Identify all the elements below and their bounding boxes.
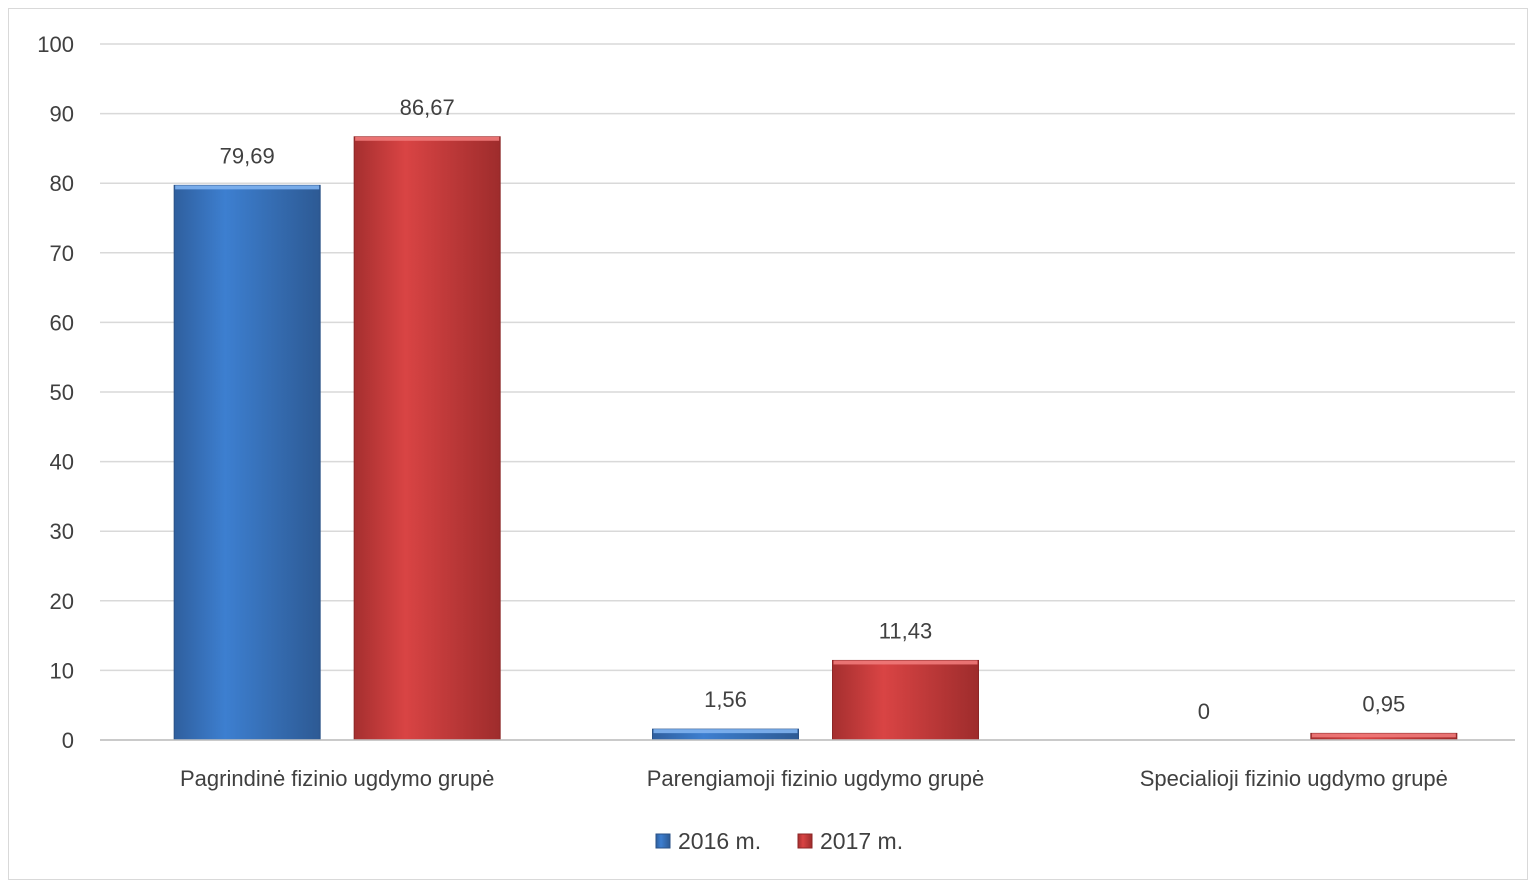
y-axis: 0 10 20 30 40 50 60 70 80 90 100 — [37, 32, 74, 753]
data-labels: 79,69 86,67 1,56 11,43 0 0,95 — [220, 95, 1406, 724]
y-tick-label: 40 — [50, 450, 74, 475]
bar-highlight — [653, 729, 798, 734]
data-label: 0 — [1198, 699, 1210, 724]
data-label: 11,43 — [879, 618, 932, 643]
y-tick-label: 20 — [50, 589, 74, 614]
data-label: 86,67 — [400, 95, 455, 120]
data-label: 0,95 — [1362, 691, 1405, 716]
bar-highlight — [175, 185, 320, 190]
x-axis: Pagrindinė fizinio ugdymo grupė Parengiam… — [100, 739, 1515, 791]
x-category-label: Pagrindinė fizinio ugdymo grupė — [180, 766, 494, 791]
y-tick-label: 70 — [50, 241, 74, 266]
bars — [173, 136, 1458, 741]
y-tick-label: 0 — [62, 728, 74, 753]
bar-highlight — [833, 660, 978, 665]
bar-highlight — [1311, 733, 1456, 738]
legend-swatch-2017 — [797, 833, 813, 849]
data-label: 1,56 — [704, 687, 747, 712]
data-label: 79,69 — [220, 143, 275, 168]
y-tick-label: 50 — [50, 380, 74, 405]
bar-highlight — [355, 136, 500, 141]
legend-label: 2017 m. — [820, 828, 903, 854]
x-category-label: Parengiamoji fizinio ugdymo grupė — [647, 766, 985, 791]
y-tick-label: 100 — [37, 32, 74, 57]
bar-2017 — [353, 136, 501, 741]
y-tick-label: 80 — [50, 171, 74, 196]
x-category-label: Specialioji fizinio ugdymo grupė — [1140, 766, 1448, 791]
y-tick-label: 10 — [50, 658, 74, 683]
y-tick-label: 90 — [50, 102, 74, 127]
legend: 2016 m. 2017 m. — [655, 828, 903, 854]
bar-2016 — [173, 184, 321, 741]
legend-swatch-2016 — [655, 833, 671, 849]
y-tick-label: 30 — [50, 519, 74, 544]
y-tick-label: 60 — [50, 310, 74, 335]
bar-2017 — [832, 659, 979, 741]
legend-label: 2016 m. — [678, 828, 761, 854]
